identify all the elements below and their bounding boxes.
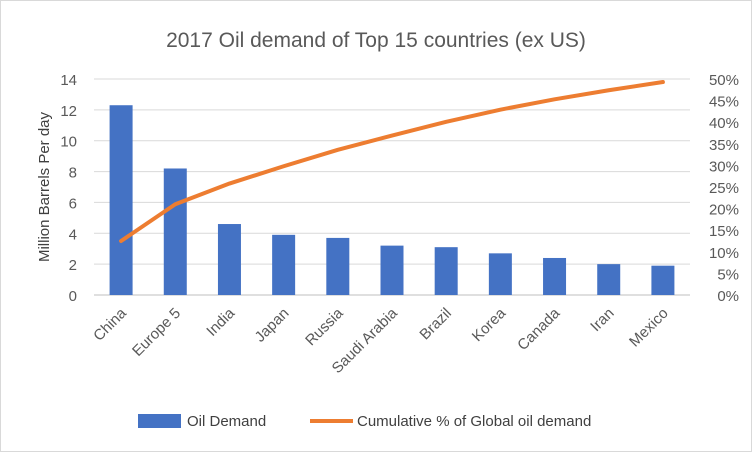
x-tick-label: China <box>90 304 130 344</box>
y2-tick-label: 45% <box>709 94 739 111</box>
y2-tick-label: 5% <box>717 266 739 283</box>
y2-tick-label: 30% <box>709 158 739 175</box>
x-tick-label: Russia <box>302 304 347 349</box>
bar-canada <box>543 258 566 295</box>
y-tick-label: 10 <box>60 134 77 151</box>
bar-europe-5 <box>164 168 187 295</box>
y2-tick-label: 15% <box>709 223 739 240</box>
bar-saudi-arabia <box>381 246 404 295</box>
y2-tick-label: 0% <box>717 288 739 305</box>
y-tick-label: 8 <box>69 165 77 182</box>
bar-mexico <box>651 266 674 295</box>
bar-china <box>110 105 133 295</box>
bar-india <box>218 224 241 295</box>
x-tick-label: Europe 5 <box>129 305 184 360</box>
x-tick-label: Japan <box>252 305 293 346</box>
y2-tick-label: 10% <box>709 245 739 262</box>
x-tick-label: Mexico <box>626 305 672 351</box>
x-tick-label: Canada <box>514 304 564 354</box>
x-tick-label: Iran <box>587 305 617 335</box>
bar-korea <box>489 253 512 295</box>
bar-russia <box>326 238 349 295</box>
bar-japan <box>272 235 295 295</box>
chart-title: 2017 Oil demand of Top 15 countries (ex … <box>166 29 586 52</box>
y2-tick-label: 40% <box>709 115 739 132</box>
y-tick-label: 0 <box>69 288 77 305</box>
y2-tick-label: 35% <box>709 137 739 154</box>
line-series <box>121 82 663 241</box>
y2-tick-label: 25% <box>709 180 739 197</box>
cumulative-line <box>121 82 663 241</box>
y-tick-label: 6 <box>69 195 77 212</box>
y-tick-label: 14 <box>60 72 77 89</box>
legend: Oil Demand Cumulative % of Global oil de… <box>138 413 591 430</box>
y-tick-label: 12 <box>60 103 77 120</box>
y2-tick-label: 20% <box>709 202 739 219</box>
legend-swatch-oil-demand <box>138 414 181 428</box>
y-tick-label: 2 <box>69 257 77 274</box>
y-tick-label: 4 <box>69 226 77 243</box>
x-tick-label: India <box>203 304 238 339</box>
x-tick-label: Korea <box>469 304 510 345</box>
legend-label-cumulative: Cumulative % of Global oil demand <box>357 413 591 430</box>
x-tick-label: Brazil <box>416 305 455 344</box>
y-axis-ticks: 0 2 4 6 8 10 12 14 <box>60 72 77 305</box>
y2-axis-ticks: 0% 5% 10% 15% 20% 25% 30% 35% 40% 45% 50% <box>709 72 739 305</box>
legend-label-oil-demand: Oil Demand <box>187 413 266 430</box>
y-axis-title: Million Barrels Per day <box>36 111 53 262</box>
y2-tick-label: 50% <box>709 72 739 89</box>
bar-iran <box>597 264 620 295</box>
bar-brazil <box>435 247 458 295</box>
